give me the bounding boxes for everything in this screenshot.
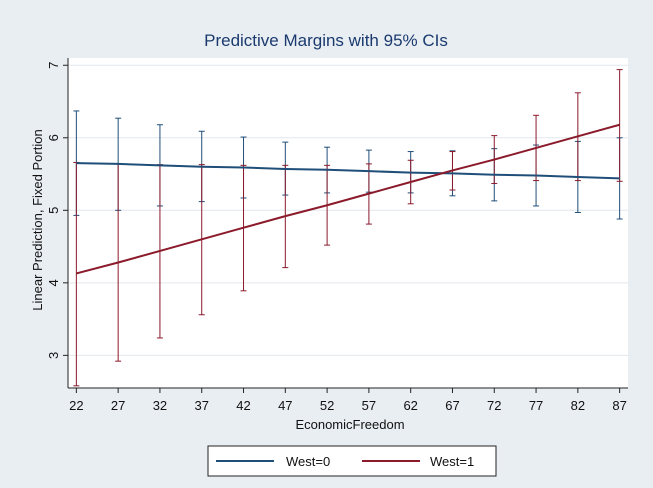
plot-area	[68, 58, 628, 388]
x-tick-label: 82	[571, 398, 585, 413]
y-tick-label: 5	[46, 207, 61, 214]
x-tick-label: 67	[445, 398, 459, 413]
series-line-west0	[76, 162, 620, 180]
series-lines	[76, 123, 620, 275]
x-axis-label: EconomicFreedom	[295, 417, 404, 432]
series-line-west1	[76, 123, 620, 275]
x-tick-label: 87	[612, 398, 626, 413]
x-tick-label: 77	[529, 398, 543, 413]
legend-label-west0: West=0	[286, 454, 330, 469]
y-axis-label: Linear Prediction, Fixed Portion	[30, 129, 45, 310]
x-tick-label: 47	[278, 398, 292, 413]
x-tick-label: 57	[362, 398, 376, 413]
x-tick-label: 27	[111, 398, 125, 413]
chart-title: Predictive Margins with 95% CIs	[204, 31, 448, 50]
x-tick-label: 62	[403, 398, 417, 413]
x-tick-label: 22	[69, 398, 83, 413]
x-tick-label: 52	[320, 398, 334, 413]
y-tick-label: 6	[46, 134, 61, 141]
x-tick-label: 72	[487, 398, 501, 413]
gridlines	[68, 64, 628, 356]
x-tick-label: 42	[236, 398, 250, 413]
y-tick-label: 4	[46, 279, 61, 286]
y-tick-label: 3	[46, 352, 61, 359]
legend-label-west1: West=1	[430, 454, 474, 469]
x-tick-label: 37	[194, 398, 208, 413]
x-tick-label: 32	[153, 398, 167, 413]
y-tick-label: 7	[46, 62, 61, 69]
